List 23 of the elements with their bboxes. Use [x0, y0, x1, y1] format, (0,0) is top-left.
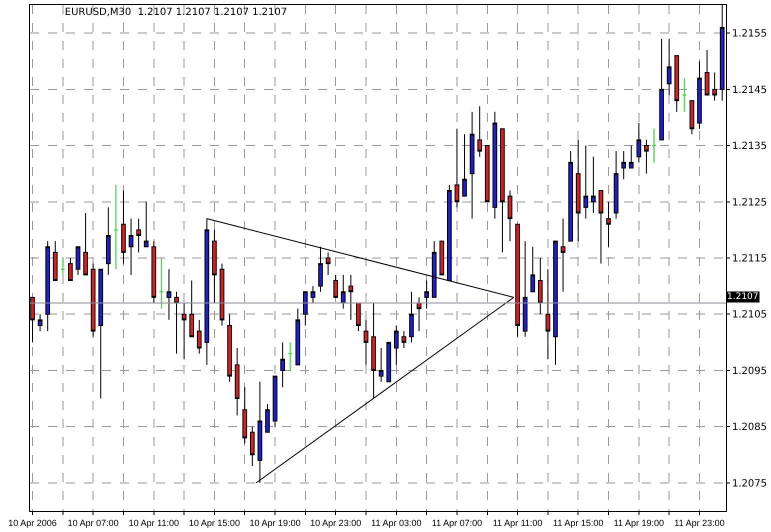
y-tick-label: 1.2075	[732, 478, 767, 490]
y-tick-label: 1.2155	[732, 28, 767, 40]
x-tick-label: 11 Apr 15:00	[553, 518, 604, 528]
y-tick-label: 1.2085	[732, 422, 767, 434]
x-tick-label: 10 Apr 15:00	[188, 518, 240, 528]
x-tick-label: 10 Apr 23:00	[310, 518, 362, 528]
x-tick-label: 10 Apr 07:00	[68, 518, 119, 528]
x-tick-label: 11 Apr 11:00	[492, 518, 542, 528]
y-tick-label: 1.2125	[732, 197, 767, 208]
ref-line-label: 1.2107	[727, 292, 758, 302]
x-tick-label: 10 Apr 2006	[8, 518, 57, 528]
y-tick-label: 1.2105	[732, 310, 767, 321]
x-tick-label: 11 Apr 19:00	[614, 518, 664, 528]
x-tick-label: 11 Apr 07:00	[432, 518, 482, 528]
x-tick-label: 10 Apr 19:00	[250, 518, 301, 528]
y-tick-label: 1.2115	[732, 254, 767, 264]
chart-title: EURUSD,M30 1.2107 1.2107 1.2107 1.2107	[64, 6, 288, 18]
x-tick-label: 11 Apr 23:00	[674, 518, 725, 528]
y-tick-label: 1.2145	[732, 84, 767, 96]
y-tick-label: 1.2095	[732, 366, 767, 377]
y-tick-label: 1.2135	[732, 141, 767, 152]
x-tick-label: 10 Apr 11:00	[128, 518, 179, 528]
x-tick-label: 11 Apr 03:00	[371, 518, 422, 528]
